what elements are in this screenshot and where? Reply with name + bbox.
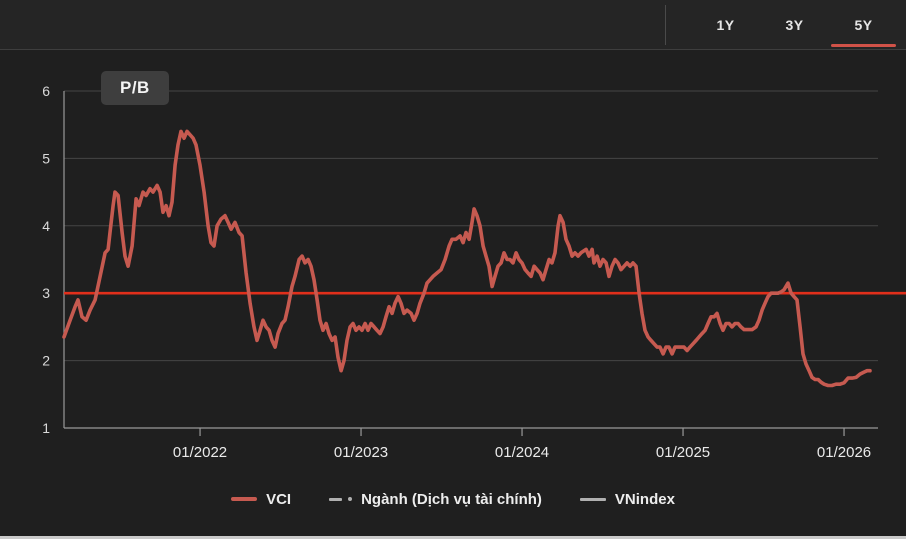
tab-5y-label: 5Y	[854, 17, 873, 33]
range-tabs: 1Y 3Y 5Y	[691, 0, 898, 50]
bottom-divider	[0, 536, 906, 539]
x-tick-label-01/2026: 01/2026	[817, 444, 871, 461]
tab-5y[interactable]: 5Y	[829, 0, 898, 50]
vnindex-line-swatch	[579, 497, 606, 501]
y-tick-label-1: 1	[42, 420, 50, 436]
vci-line-swatch	[231, 497, 258, 501]
legend-vci-label: VCI	[266, 490, 292, 508]
y-tick-label-4: 4	[42, 218, 50, 234]
chart-legend: VCI Ngành (Dịch vụ tài chính) VNindex	[0, 484, 906, 514]
chart-title-badge: P/B	[101, 71, 169, 105]
legend-item-vci[interactable]: VCI	[231, 491, 291, 508]
range-toolbar: 1Y 3Y 5Y	[0, 0, 906, 50]
x-tick-label-01/2022: 01/2022	[173, 444, 227, 461]
nganh-dashdot-swatch	[329, 497, 353, 501]
x-tick-label-01/2025: 01/2025	[656, 444, 710, 461]
series-line-vci	[62, 129, 872, 388]
y-tick-label-3: 3	[42, 285, 50, 301]
x-tick-label-01/2024: 01/2024	[495, 444, 549, 461]
tab-3y[interactable]: 3Y	[760, 0, 829, 50]
tab-1y-label: 1Y	[716, 17, 735, 33]
y-tick-label-5: 5	[42, 150, 50, 166]
legend-item-vnindex[interactable]: VNindex	[579, 490, 675, 508]
legend-nganh-label: Ngành (Dịch vụ tài chính)	[361, 490, 542, 508]
x-tick-label-01/2023: 01/2023	[334, 444, 388, 461]
y-tick-label-2: 2	[42, 353, 50, 369]
legend-vnindex-label: VNindex	[614, 490, 675, 508]
toolbar-divider	[665, 5, 666, 45]
legend-item-nganh[interactable]: Ngành (Dịch vụ tài chính)	[329, 491, 542, 508]
tab-3y-label: 3Y	[785, 17, 804, 33]
tab-1y[interactable]: 1Y	[691, 0, 760, 50]
y-tick-label-6: 6	[42, 83, 50, 99]
tab-5y-underline	[831, 44, 896, 47]
